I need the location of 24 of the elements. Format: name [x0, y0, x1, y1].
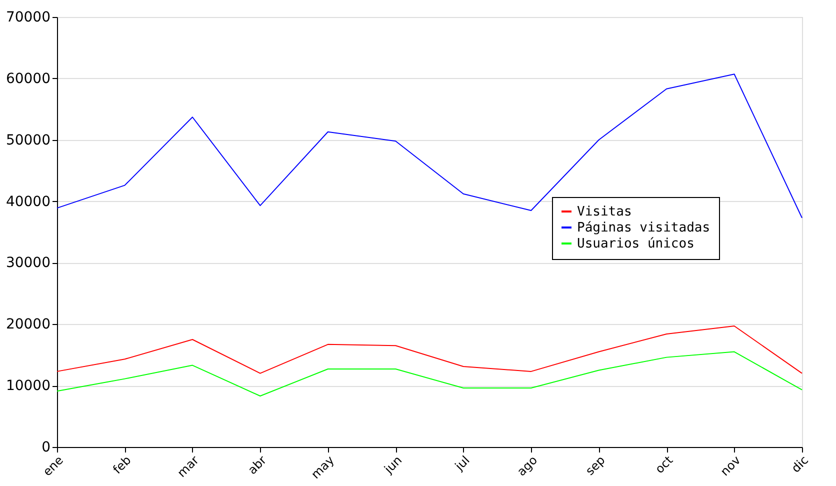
- y-tick-label: 50000: [6, 132, 50, 148]
- legend-label: Usuarios únicos: [577, 236, 694, 252]
- x-tick-label: oct: [652, 452, 676, 476]
- line-series: [56, 74, 802, 218]
- x-tick-label: abr: [245, 453, 270, 478]
- y-tick-label: 40000: [6, 194, 50, 210]
- x-tick-label: ago: [514, 453, 540, 479]
- legend-label: Páginas visitadas: [577, 220, 710, 236]
- y-tick-label: 70000: [6, 10, 50, 26]
- x-tick-label: jun: [380, 453, 405, 477]
- x-tick-label: sep: [582, 453, 608, 478]
- line-series: [56, 351, 802, 397]
- y-tick-label: 10000: [6, 378, 50, 394]
- x-tick-label: nov: [718, 453, 744, 479]
- y-tick-label: 30000: [6, 255, 50, 272]
- y-tick-label: 60000: [6, 70, 50, 87]
- y-tick-label: 0: [42, 440, 50, 456]
- x-tick-label: ene: [40, 453, 66, 479]
- x-tick-label: feb: [110, 453, 134, 477]
- y-tick-label: 20000: [6, 316, 50, 333]
- x-tick-label: dic: [788, 453, 811, 476]
- line-series: [56, 325, 802, 374]
- x-tick-label: jul: [452, 453, 472, 474]
- legend-label: Visitas: [577, 204, 632, 220]
